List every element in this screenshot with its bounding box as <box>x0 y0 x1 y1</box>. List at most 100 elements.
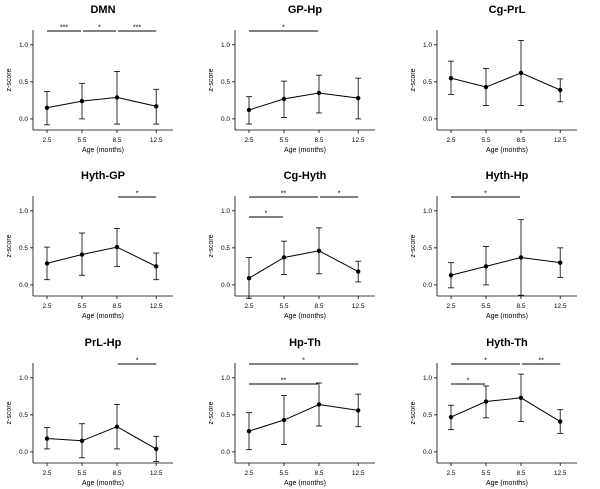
x-tick-label: 12.5 <box>150 470 163 477</box>
data-point <box>518 70 524 76</box>
data-point <box>114 244 120 250</box>
x-tick-label: 5.5 <box>481 137 490 144</box>
y-axis-label: z-score <box>410 68 417 91</box>
x-tick-label: 2.5 <box>42 137 51 144</box>
data-point <box>316 402 322 407</box>
x-tick-label: 5.5 <box>77 137 86 144</box>
panel-1: GP-Hp 0.0 0.5 1.0 2.5 5.5 8.5 12.5 Age (months) z… <box>208 4 375 154</box>
y-tick-label: 0.0 <box>221 282 230 289</box>
panel-8: Hyth-Th 0.0 0.5 1.0 2.5 5.5 8.5 12.5 Age (months… <box>410 337 577 487</box>
x-tick-label: 5.5 <box>77 303 86 310</box>
y-axis-label: z-score <box>410 234 417 257</box>
x-tick-label: 12.5 <box>554 303 567 310</box>
data-point <box>44 261 50 266</box>
series-line <box>46 96 157 109</box>
x-tick-label: 5.5 <box>279 470 288 477</box>
data-point <box>448 414 454 420</box>
data-point <box>114 424 120 429</box>
data-point <box>518 395 524 401</box>
x-tick-label: 12.5 <box>554 470 567 477</box>
x-tick-label: 8.5 <box>516 303 525 310</box>
x-tick-label: 8.5 <box>516 137 525 144</box>
y-tick-label: 0.0 <box>19 449 28 456</box>
panel-title: Hyth-Th <box>486 337 528 349</box>
x-tick-label: 12.5 <box>150 137 163 144</box>
x-tick-label: 2.5 <box>446 303 455 310</box>
x-axis-label: Age (months) <box>82 480 124 487</box>
x-axis-label: Age (months) <box>82 313 124 320</box>
data-point <box>281 255 287 260</box>
series-line <box>248 403 359 432</box>
x-axis-label: Age (months) <box>82 147 124 154</box>
data-point <box>483 84 489 90</box>
significance-label: * <box>484 358 487 365</box>
data-point <box>154 446 159 452</box>
panel-title: GP-Hp <box>288 4 323 16</box>
data-point <box>246 107 252 113</box>
x-tick-label: 12.5 <box>352 137 365 144</box>
y-tick-label: 1.0 <box>19 208 28 215</box>
x-tick-label: 2.5 <box>42 470 51 477</box>
y-tick-label: 1.0 <box>221 375 230 382</box>
y-axis-label: z-score <box>6 234 13 257</box>
data-point <box>558 419 563 424</box>
x-tick-label: 12.5 <box>352 303 365 310</box>
x-axis-label: Age (months) <box>486 480 528 487</box>
panel-title: Hp-Th <box>289 337 321 349</box>
x-tick-label: 12.5 <box>352 470 365 477</box>
x-tick-label: 8.5 <box>516 470 525 477</box>
data-point <box>154 264 159 269</box>
series-line <box>46 246 157 267</box>
x-tick-label: 2.5 <box>42 303 51 310</box>
data-point <box>281 417 287 423</box>
panel-title: DMN <box>90 4 115 16</box>
x-tick-label: 5.5 <box>481 470 490 477</box>
significance-label: * <box>282 25 285 32</box>
y-tick-label: 0.5 <box>423 245 432 252</box>
y-tick-label: 0.0 <box>221 116 230 123</box>
x-tick-label: 5.5 <box>481 303 490 310</box>
significance-label: *** <box>133 25 141 32</box>
significance-label: *** <box>60 25 68 32</box>
y-tick-label: 0.0 <box>423 282 432 289</box>
significance-label: * <box>338 191 341 198</box>
x-tick-label: 12.5 <box>150 303 163 310</box>
data-point <box>246 276 252 281</box>
series-line <box>248 92 359 111</box>
significance-label: ** <box>281 378 287 385</box>
x-tick-label: 12.5 <box>554 137 567 144</box>
data-point <box>154 104 159 109</box>
x-tick-label: 8.5 <box>112 303 121 310</box>
x-tick-label: 5.5 <box>77 470 86 477</box>
y-tick-label: 0.5 <box>19 412 28 419</box>
panel-title: Hyth-Hp <box>486 170 529 182</box>
panel-title: Hyth-GP <box>81 170 125 182</box>
data-point <box>44 105 50 110</box>
y-axis-label: z-score <box>208 401 215 424</box>
data-point <box>316 248 322 254</box>
x-tick-label: 8.5 <box>314 303 323 310</box>
x-tick-label: 8.5 <box>112 137 121 144</box>
data-point <box>44 436 50 441</box>
y-tick-label: 0.0 <box>19 116 28 123</box>
panel-5: Hyth-Hp 0.0 0.5 1.0 2.5 5.5 8.5 12.5 Age (months… <box>410 170 577 320</box>
panel-4: Cg-Hyth 0.0 0.5 1.0 2.5 5.5 8.5 12.5 Age (months… <box>208 170 375 320</box>
series-line <box>450 72 561 91</box>
y-axis-label: z-score <box>410 401 417 424</box>
significance-label: * <box>98 25 101 32</box>
x-axis-label: Age (months) <box>486 147 528 154</box>
data-point <box>356 95 361 101</box>
data-point <box>316 90 322 96</box>
y-axis-label: z-score <box>208 234 215 257</box>
x-tick-label: 5.5 <box>279 303 288 310</box>
data-point <box>448 75 454 81</box>
y-tick-label: 1.0 <box>221 42 230 49</box>
y-tick-label: 1.0 <box>423 42 432 49</box>
data-point <box>356 408 361 413</box>
x-tick-label: 8.5 <box>112 470 121 477</box>
data-point <box>79 438 85 443</box>
x-tick-label: 2.5 <box>446 137 455 144</box>
data-point <box>356 269 361 274</box>
significance-label: * <box>136 191 139 198</box>
x-tick-label: 2.5 <box>244 303 253 310</box>
